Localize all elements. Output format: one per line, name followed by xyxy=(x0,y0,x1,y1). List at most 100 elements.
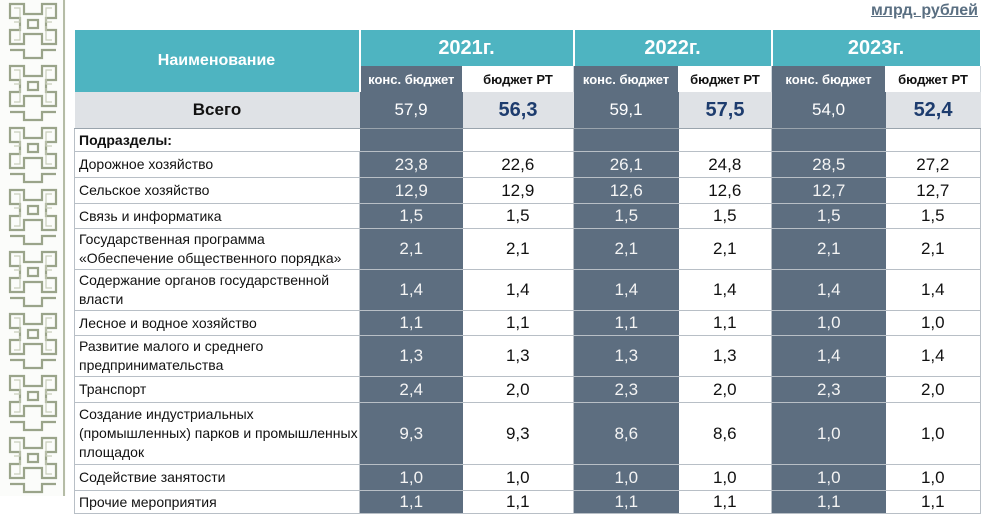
row-label: Развитие малого и среднего предпринимате… xyxy=(74,335,360,377)
value-cell: 1,5 xyxy=(885,203,982,229)
value-cell: 9,3 xyxy=(359,402,463,465)
value-cell: 1,1 xyxy=(771,490,886,514)
value-cell: 1,3 xyxy=(462,335,575,377)
value-cell: 2,0 xyxy=(678,376,773,403)
table-row: Сельское хозяйство 12,9 12,9 12,6 12,6 12,7 12… xyxy=(74,177,982,204)
value-cell: 1,3 xyxy=(678,335,773,377)
value-cell: 26,1 xyxy=(573,151,679,178)
subheader-cons-2022: конс. бюджет xyxy=(573,66,680,92)
value-cell: 2,1 xyxy=(678,228,773,270)
value-cell: 1,1 xyxy=(573,490,679,514)
value-cell: 2,1 xyxy=(573,228,679,270)
value-cell: 1,0 xyxy=(885,464,982,491)
unit-label: млрд. рублей xyxy=(870,2,978,19)
value-cell: 1,1 xyxy=(462,490,575,514)
value-cell: 8,6 xyxy=(573,402,679,465)
total-row: Всего 57,9 56,3 59,1 57,5 54,0 52,4 xyxy=(74,92,981,129)
value-cell: 1,1 xyxy=(359,490,463,514)
value-cell: 1,5 xyxy=(771,203,886,229)
value-cell: 1,1 xyxy=(462,310,575,336)
value-cell: 1,5 xyxy=(462,203,575,229)
value-cell: 1,0 xyxy=(462,464,575,491)
value-cell: 1,0 xyxy=(359,464,463,491)
value-cell: 1,1 xyxy=(678,490,773,514)
value-cell: 1,4 xyxy=(885,335,982,377)
total-cell: 56,3 xyxy=(462,92,574,129)
table-row: Развитие малого и среднего предпринимате… xyxy=(74,335,982,377)
table-row: Содержание органов государственной власт… xyxy=(74,269,982,311)
year-header-2022: 2022г. xyxy=(573,30,773,66)
value-cell: 12,6 xyxy=(573,177,679,204)
value-cell: 2,4 xyxy=(359,376,463,403)
value-cell: 2,1 xyxy=(359,228,463,270)
value-cell: 1,1 xyxy=(573,310,679,336)
table-row: Транспорт 2,4 2,0 2,3 2,0 2,3 2,0 xyxy=(74,376,982,403)
row-label: Содержание органов государственной власт… xyxy=(74,269,360,311)
value-cell: 1,1 xyxy=(885,490,982,514)
subheader-rt-2023: бюджет РТ xyxy=(885,66,982,92)
value-cell: 1,4 xyxy=(771,335,886,377)
decorative-border-ornament xyxy=(0,0,66,496)
row-label: Создание индустриальных (промышленных) п… xyxy=(74,402,360,465)
total-cell: 54,0 xyxy=(771,92,886,129)
table-row: Лесное и водное хозяйство 1,1 1,1 1,1 1,1 1,0… xyxy=(74,310,982,336)
table-row: Государственная программа «Обеспечение о… xyxy=(74,228,982,270)
value-cell: 1,5 xyxy=(573,203,679,229)
table-row: Прочие мероприятия 1,1 1,1 1,1 1,1 1,1 1,1 xyxy=(74,490,982,514)
value-cell: 1,4 xyxy=(359,269,463,311)
value-cell: 1,4 xyxy=(573,269,679,311)
value-cell: 8,6 xyxy=(678,402,773,465)
row-label: Содействие занятости xyxy=(74,464,360,491)
total-cell: 52,4 xyxy=(885,92,981,129)
value-cell: 1,1 xyxy=(678,310,773,336)
value-cell: 23,8 xyxy=(359,151,463,178)
row-label: Прочие мероприятия xyxy=(74,490,360,514)
value-cell: 9,3 xyxy=(462,402,575,465)
budget-table: Наименование 2021г. 2022г. 2023г. конс. … xyxy=(74,30,982,514)
row-label: Государственная программа «Обеспечение о… xyxy=(74,228,360,270)
value-cell: 1,0 xyxy=(885,402,982,465)
year-header-2023: 2023г. xyxy=(771,30,982,66)
value-cell: 2,3 xyxy=(771,376,886,403)
value-cell: 1,4 xyxy=(462,269,575,311)
row-label: Транспорт xyxy=(74,376,360,403)
section-row: Подразделы: xyxy=(74,128,982,152)
value-cell: 1,0 xyxy=(678,464,773,491)
row-label: Дорожное хозяйство xyxy=(74,151,360,178)
value-cell: 22,6 xyxy=(462,151,575,178)
value-cell: 1,4 xyxy=(771,269,886,311)
value-cell: 2,1 xyxy=(885,228,982,270)
value-cell: 1,0 xyxy=(771,464,886,491)
value-cell: 1,5 xyxy=(678,203,773,229)
value-cell: 1,4 xyxy=(885,269,982,311)
total-cell: 57,9 xyxy=(359,92,463,129)
value-cell: 12,6 xyxy=(678,177,773,204)
section-label: Подразделы: xyxy=(74,128,360,152)
value-cell: 1,3 xyxy=(573,335,679,377)
value-cell: 12,7 xyxy=(771,177,886,204)
value-cell: 1,5 xyxy=(359,203,463,229)
row-label: Связь и информатика xyxy=(74,203,360,229)
value-cell: 24,8 xyxy=(678,151,773,178)
table-row: Создание индустриальных (промышленных) п… xyxy=(74,402,982,465)
value-cell: 2,0 xyxy=(885,376,982,403)
value-cell: 2,0 xyxy=(462,376,575,403)
value-cell: 1,1 xyxy=(359,310,463,336)
value-cell: 1,3 xyxy=(359,335,463,377)
row-label: Сельское хозяйство xyxy=(74,177,360,204)
column-header-name: Наименование xyxy=(74,30,361,92)
table-row: Дорожное хозяйство 23,8 22,6 26,1 24,8 28,5 27… xyxy=(74,151,982,178)
total-cell: 59,1 xyxy=(573,92,679,129)
value-cell: 1,4 xyxy=(678,269,773,311)
value-cell: 28,5 xyxy=(771,151,886,178)
total-label: Всего xyxy=(74,92,360,129)
year-header-2021: 2021г. xyxy=(359,30,575,66)
subheader-cons-2021: конс. бюджет xyxy=(359,66,463,92)
table-row: Связь и информатика 1,5 1,5 1,5 1,5 1,5 1,5 xyxy=(74,203,982,229)
value-cell: 1,0 xyxy=(573,464,679,491)
row-label: Лесное и водное хозяйство xyxy=(74,310,360,336)
value-cell: 1,0 xyxy=(885,310,982,336)
value-cell: 2,1 xyxy=(462,228,575,270)
value-cell: 12,9 xyxy=(462,177,575,204)
value-cell: 27,2 xyxy=(885,151,982,178)
